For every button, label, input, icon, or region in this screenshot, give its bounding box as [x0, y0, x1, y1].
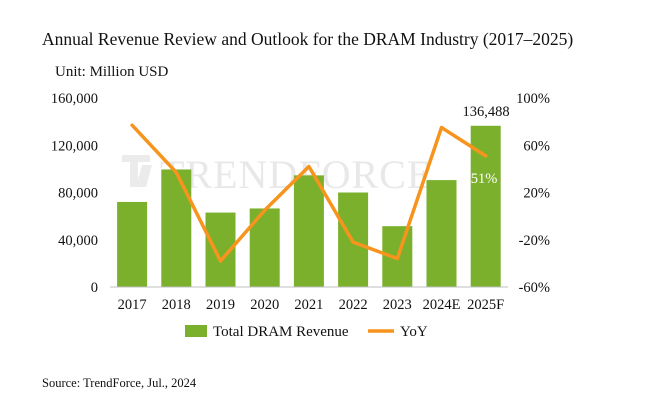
x-tick-2018: 2018 [162, 297, 191, 313]
bar-series [117, 125, 501, 287]
right-y-tick: -20% [519, 233, 550, 249]
legend-swatch-revenue [185, 325, 207, 337]
x-tick-2023: 2023 [383, 297, 412, 313]
source-note: Source: TrendForce, Jul., 2024 [42, 376, 197, 390]
legend-label-revenue: Total DRAM Revenue [213, 324, 349, 340]
yoy-series [130, 123, 488, 263]
legend-label-yoy: YoY [400, 324, 428, 340]
x-tick-2019: 2019 [206, 297, 235, 313]
bar-2024e [426, 180, 457, 287]
left-y-tick: 0 [91, 280, 98, 296]
x-tick-2025f: 2025F [467, 297, 504, 313]
x-tick-2020: 2020 [250, 297, 279, 313]
left-y-tick: 40,000 [58, 233, 98, 249]
legend: Total DRAM Revenue YoY [185, 324, 428, 340]
right-y-tick: 100% [516, 91, 550, 107]
data-label-2025f-revenue: 136,488 [462, 104, 509, 120]
right-y-tick: 20% [523, 186, 550, 202]
left-y-tick: 160,000 [51, 91, 98, 107]
data-label-2025f-yoy: 51% [471, 171, 498, 187]
right-y-axis: -60% -20% 20% 60% 100% [516, 91, 550, 296]
left-y-tick: 120,000 [51, 138, 98, 154]
right-y-tick: -60% [519, 280, 550, 296]
bar-2025f [470, 125, 501, 287]
bar-2018 [161, 169, 192, 287]
bar-2017 [117, 201, 148, 287]
chart-title: Annual Revenue Review and Outlook for th… [42, 29, 574, 49]
x-tick-2017: 2017 [118, 297, 147, 313]
bar-2021 [293, 175, 324, 287]
left-y-axis: 0 40,000 80,000 120,000 160,000 [51, 91, 98, 296]
unit-label: Unit: Million USD [55, 64, 169, 80]
x-tick-2021: 2021 [294, 297, 323, 313]
left-y-tick: 80,000 [58, 186, 98, 202]
x-axis: 2017 2018 2019 2020 2021 2022 2023 2024E 2025F [118, 297, 505, 313]
x-tick-2024e: 2024E [423, 297, 461, 313]
x-tick-2022: 2022 [339, 297, 368, 313]
trendforce-logo-icon [122, 155, 152, 187]
right-y-tick: 60% [523, 138, 550, 154]
